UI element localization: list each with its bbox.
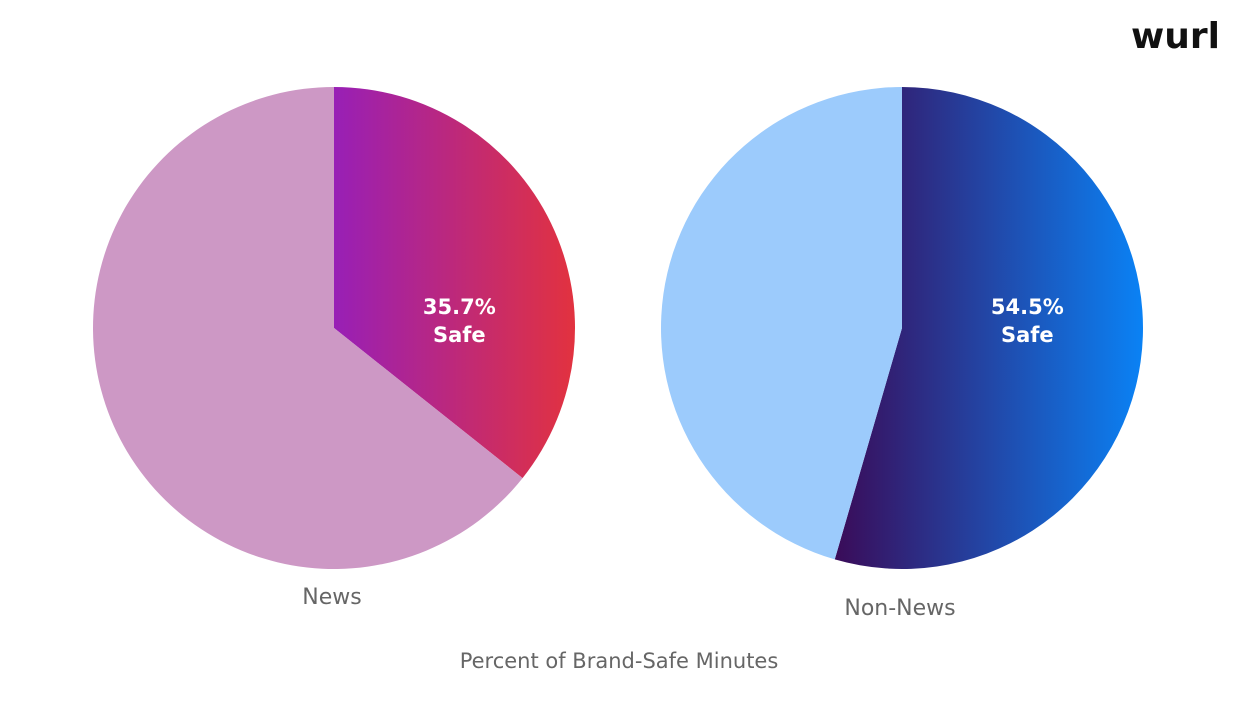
pie-slice	[834, 87, 1143, 569]
pie-slice	[334, 87, 576, 479]
data-label: 54.5%	[991, 295, 1064, 319]
pie-slice	[93, 87, 523, 569]
slice-label: Safe	[1001, 323, 1054, 347]
pie-title: News	[302, 585, 361, 610]
caption: Percent of Brand-Safe Minutes	[460, 649, 779, 673]
logo: wurl	[1131, 16, 1220, 57]
data-label: 35.7%	[423, 295, 496, 319]
pie-slice	[660, 87, 902, 560]
pie-title: Non-News	[844, 596, 955, 621]
slice-label: Safe	[433, 323, 486, 347]
